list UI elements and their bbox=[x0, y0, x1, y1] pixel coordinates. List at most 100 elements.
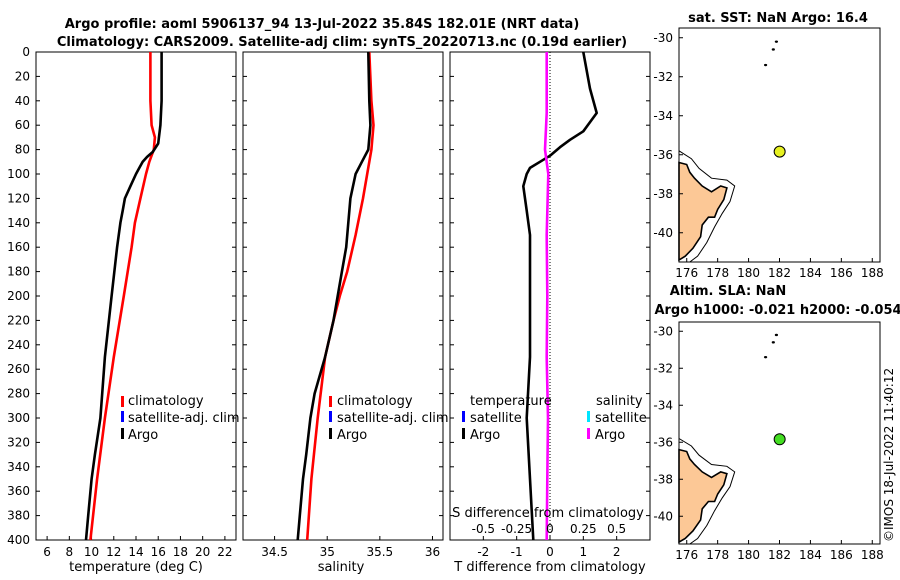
main-title-line1: Argo profile: aoml 5906137_94 13-Jul-202… bbox=[65, 17, 580, 32]
salinity-legend: climatology satellite-adj. clim Argo bbox=[329, 394, 449, 443]
series-line-climatology bbox=[89, 52, 157, 541]
x-tick-label: 20 bbox=[195, 545, 210, 559]
map-frame bbox=[678, 27, 881, 263]
top-tick-label: -0.25 bbox=[501, 522, 532, 536]
map-lon-tick-label: 176 bbox=[675, 548, 698, 562]
map-lon-tick-label: 188 bbox=[861, 266, 884, 280]
sst-map: 176 178 180 182 184 186 188 -30 -32 -34 -36 -38 -40 bbox=[653, 27, 884, 280]
depth-tick-label: 20 bbox=[15, 69, 30, 83]
depth-tick-label: 400 bbox=[7, 533, 30, 547]
x-tick-label: -1 bbox=[511, 545, 523, 559]
island bbox=[763, 355, 768, 359]
depth-tick-label: 300 bbox=[7, 411, 30, 425]
new-zealand-landmass bbox=[678, 161, 728, 262]
map-lat-tick-label: -36 bbox=[653, 148, 673, 162]
depth-tick-label: 40 bbox=[15, 94, 30, 108]
island bbox=[771, 341, 775, 344]
sla-map: 176 178 180 182 184 186 188 -30 -32 -34 -36 -38 -40 bbox=[653, 321, 884, 562]
x-tick-label: 34.5 bbox=[261, 545, 288, 559]
series-line-s-difference-argo bbox=[543, 52, 550, 541]
new-zealand-landmass bbox=[678, 448, 728, 544]
map-lon-tick-label: 182 bbox=[768, 548, 791, 562]
depth-tick-label: 220 bbox=[7, 313, 30, 327]
salinity-xlabel: salinity bbox=[318, 560, 365, 575]
legend-label-t-satellite: satellite bbox=[470, 411, 522, 426]
map-lat-tick-label: -40 bbox=[653, 509, 673, 523]
temperature-legend: climatology satellite-adj. clim Argo bbox=[121, 394, 240, 443]
x-tick-label: 14 bbox=[128, 545, 143, 559]
map-lat-tick-label: -34 bbox=[653, 398, 673, 412]
main-title-line2: Climatology: CARS2009. Satellite-adj cli… bbox=[57, 35, 627, 50]
top-tick-label: -0.5 bbox=[472, 522, 495, 536]
legend-swatch-climatology bbox=[121, 396, 124, 407]
x-tick-label: 10 bbox=[84, 545, 99, 559]
legend-swatch-s-satellite bbox=[587, 411, 590, 422]
depth-tick-label: 280 bbox=[7, 387, 30, 401]
legend-swatch-argo bbox=[121, 428, 124, 439]
map-lat-tick-label: -32 bbox=[653, 70, 673, 84]
depth-tick-label: 80 bbox=[15, 143, 30, 157]
legend-label-satellite: satellite-adj. clim bbox=[337, 411, 449, 426]
map-lon-tick-label: 182 bbox=[768, 266, 791, 280]
legend-swatch-t-satellite bbox=[462, 411, 465, 422]
x-tick-label: 0 bbox=[546, 545, 554, 559]
map-lat-tick-label: -40 bbox=[653, 226, 673, 240]
map-frame bbox=[678, 321, 881, 545]
island bbox=[771, 48, 775, 51]
map-lon-tick-label: 184 bbox=[799, 548, 822, 562]
legend-swatch-satellite bbox=[121, 411, 124, 422]
top-tick-label: 0.25 bbox=[570, 522, 597, 536]
map-lat-tick-label: -38 bbox=[653, 187, 673, 201]
sla-map-title-line1: Altim. SLA: NaN bbox=[670, 284, 786, 299]
legend-label-argo: Argo bbox=[337, 428, 367, 443]
map-lon-tick-label: 178 bbox=[706, 266, 729, 280]
map-lon-tick-label: 180 bbox=[737, 266, 760, 280]
depth-tick-label: 180 bbox=[7, 265, 30, 279]
temperature-xlabel: temperature (deg C) bbox=[69, 560, 203, 575]
map-lat-tick-label: -38 bbox=[653, 472, 673, 486]
map-lon-tick-label: 178 bbox=[706, 548, 729, 562]
x-tick-label: -2 bbox=[477, 545, 489, 559]
temperature-panel-frame bbox=[35, 51, 237, 541]
map-lon-tick-label: 188 bbox=[861, 548, 884, 562]
imos-timestamp: ©IMOS 18-Jul-2022 11:40:12 bbox=[882, 368, 896, 542]
x-tick-label: 22 bbox=[217, 545, 232, 559]
map-lon-tick-label: 180 bbox=[737, 548, 760, 562]
sst-map-title: sat. SST: NaN Argo: 16.4 bbox=[688, 11, 868, 26]
depth-tick-label: 200 bbox=[7, 289, 30, 303]
depth-tick-label: 100 bbox=[7, 167, 30, 181]
argo-location-marker bbox=[773, 433, 786, 446]
top-tick-label: 0.5 bbox=[607, 522, 626, 536]
depth-tick-label: 360 bbox=[7, 484, 30, 498]
map-lat-tick-label: -32 bbox=[653, 361, 673, 375]
legend-swatch-s-argo bbox=[587, 428, 590, 439]
legend-label-t-argo: Argo bbox=[470, 428, 500, 443]
x-tick-label: 12 bbox=[106, 545, 121, 559]
depth-tick-label: 260 bbox=[7, 362, 30, 376]
depth-tick-label: 60 bbox=[15, 118, 30, 132]
legend-swatch-climatology bbox=[329, 396, 332, 407]
series-line-argo bbox=[296, 51, 372, 541]
difference-legend: temperature satellite Argo salinity sate… bbox=[462, 394, 647, 443]
map-lat-tick-label: -36 bbox=[653, 435, 673, 449]
x-tick-label: 18 bbox=[173, 545, 188, 559]
x-tick-label: 1 bbox=[580, 545, 588, 559]
island bbox=[774, 40, 779, 43]
island bbox=[763, 63, 768, 67]
legend-swatch-argo bbox=[329, 428, 332, 439]
top-tick-label: 0 bbox=[546, 522, 554, 536]
salinity-panel-frame bbox=[242, 51, 444, 541]
map-lon-tick-label: 186 bbox=[830, 266, 853, 280]
x-tick-label: 2 bbox=[613, 545, 621, 559]
map-lon-tick-label: 184 bbox=[799, 266, 822, 280]
x-tick-label: 35.5 bbox=[366, 545, 393, 559]
legend-swatch-satellite bbox=[329, 411, 332, 422]
legend-label-satellite: satellite-adj. clim bbox=[128, 411, 240, 426]
map-lat-tick-label: -30 bbox=[653, 324, 673, 338]
sla-map-title-line2: Argo h1000: -0.021 h2000: -0.054 bbox=[654, 303, 900, 318]
depth-tick-label: 160 bbox=[7, 240, 30, 254]
argo-location-marker bbox=[773, 145, 786, 158]
island bbox=[774, 333, 779, 337]
legend-swatch-t-argo bbox=[462, 428, 465, 439]
legend-label-climatology: climatology bbox=[337, 394, 413, 409]
